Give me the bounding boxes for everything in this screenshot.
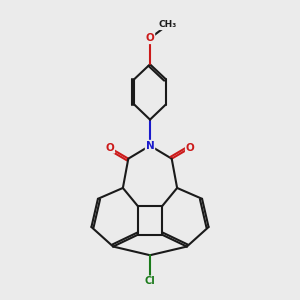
Text: O: O [146, 33, 154, 43]
Text: O: O [186, 143, 194, 153]
Text: CH₃: CH₃ [159, 20, 177, 29]
Text: O: O [106, 143, 114, 153]
Text: N: N [146, 141, 154, 151]
Text: Cl: Cl [145, 276, 155, 286]
